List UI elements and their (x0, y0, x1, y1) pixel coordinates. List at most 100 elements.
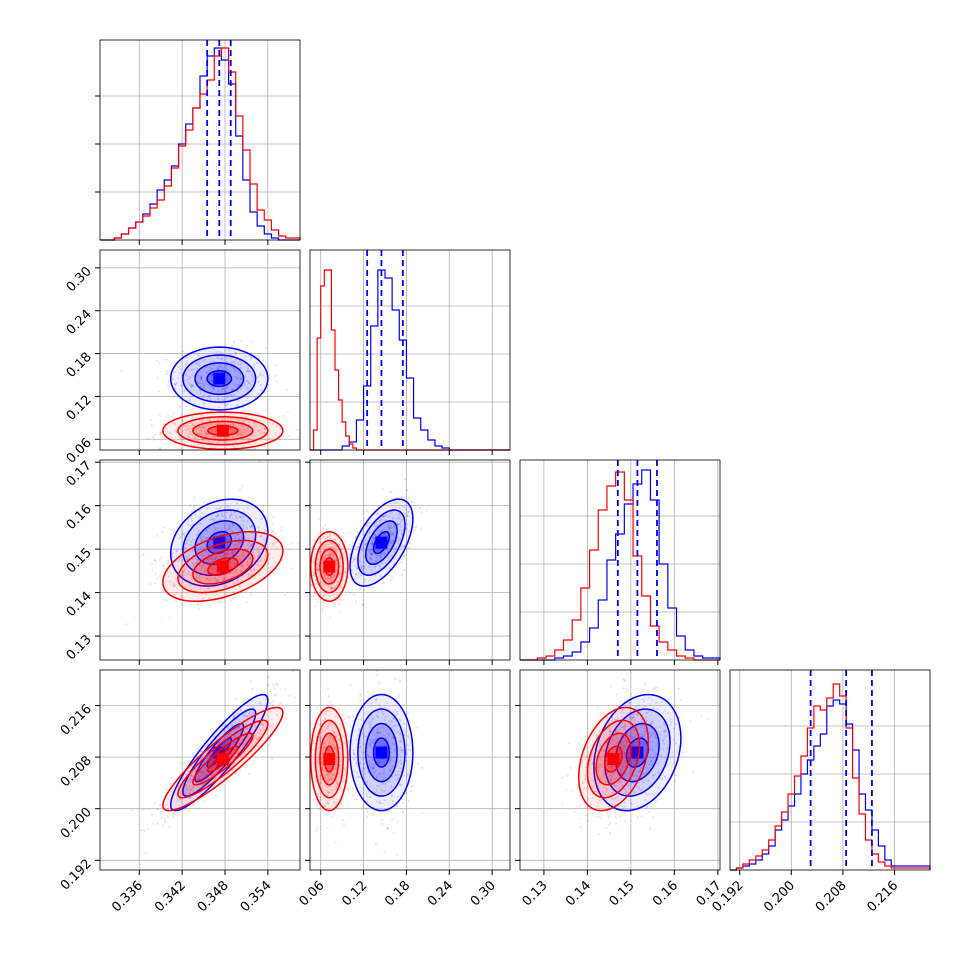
scatter-point (201, 414, 204, 417)
scatter-point (203, 402, 206, 405)
scatter-point (387, 556, 391, 560)
scatter-point (213, 784, 216, 787)
scatter-point (357, 728, 360, 731)
scatter-point (201, 564, 205, 567)
scatter-point (246, 564, 249, 567)
scatter-point (212, 519, 216, 522)
scatter-point (376, 714, 379, 717)
scatter-point (224, 388, 227, 391)
scatter-point (224, 741, 227, 744)
scatter-point (397, 773, 400, 776)
scatter-point (240, 536, 243, 539)
scatter-point (376, 731, 379, 735)
scatter-point (404, 730, 407, 733)
scatter-point (379, 555, 383, 559)
scatter-point (382, 515, 386, 519)
scatter-point (213, 518, 216, 521)
scatter-point (234, 550, 237, 553)
scatter-point (379, 556, 382, 559)
scatter-point (196, 438, 199, 441)
scatter-point (228, 738, 231, 742)
x-tick-label: 0.208 (813, 878, 850, 915)
scatter-point (632, 715, 635, 719)
scatter-point (329, 552, 332, 555)
scatter-point (370, 702, 373, 705)
scatter-point (379, 518, 382, 522)
scatter-point (203, 358, 206, 362)
scatter-point (233, 748, 236, 751)
scatter-point (204, 431, 208, 435)
scatter-point (605, 759, 608, 763)
scatter-point (321, 713, 324, 716)
scatter-point (188, 430, 191, 433)
scatter-point (369, 722, 372, 725)
scatter-point (622, 678, 625, 681)
scatter-point (266, 683, 270, 687)
scatter-point (228, 753, 231, 756)
scatter-point (351, 787, 354, 790)
scatter-point (398, 536, 401, 539)
scatter-point (224, 553, 228, 556)
scatter-point (360, 757, 364, 761)
scatter-point (327, 695, 330, 698)
scatter-point (209, 759, 212, 763)
histogram-panel-2 (309, 249, 511, 451)
scatter-point (390, 554, 394, 557)
scatter-point (211, 773, 214, 777)
scatter-point (368, 531, 371, 534)
scatter-point (375, 674, 378, 677)
scatter-point (600, 758, 603, 761)
scatter-point (318, 744, 321, 747)
scatter-point (192, 562, 195, 565)
scatter-point (231, 724, 234, 727)
scatter-point (208, 755, 211, 759)
scatter-point (659, 733, 662, 736)
scatter-point (327, 546, 331, 549)
scatter-point (260, 517, 263, 520)
scatter-point (151, 562, 154, 565)
scatter-point (324, 524, 327, 527)
scatter-point (613, 746, 617, 750)
scatter-point (327, 584, 330, 587)
scatter-point (329, 737, 332, 740)
scatter-point (625, 774, 629, 778)
scatter-point (334, 538, 337, 542)
scatter-point (669, 718, 672, 721)
scatter-point (381, 782, 384, 786)
scatter-point (348, 548, 351, 551)
scatter-point (373, 765, 376, 768)
scatter-point (632, 732, 635, 735)
scatter-point (326, 576, 330, 579)
scatter-point (213, 445, 216, 448)
scatter-point (246, 727, 249, 730)
scatter-point (654, 755, 658, 758)
scatter-point (401, 801, 404, 805)
scatter-point (640, 815, 643, 818)
scatter-point (205, 569, 208, 572)
scatter-point (645, 771, 648, 774)
scatter-point (648, 732, 651, 735)
scatter-point (158, 361, 161, 364)
scatter-point (158, 558, 162, 561)
scatter-point (342, 578, 345, 582)
scatter-point (380, 822, 383, 826)
scatter-point (278, 437, 281, 441)
scatter-point (333, 801, 336, 804)
scatter-point (249, 525, 253, 528)
scatter-point (402, 545, 405, 548)
scatter-point (640, 766, 643, 769)
scatter-point (343, 773, 347, 776)
scatter-point (637, 816, 640, 819)
scatter-point (250, 565, 253, 568)
scatter-point (369, 556, 372, 560)
scatter-point (233, 544, 236, 547)
scatter-point (636, 805, 639, 808)
scatter-point (215, 429, 218, 432)
scatter-point (269, 701, 272, 704)
scatter-point (263, 537, 266, 540)
scatter-point (229, 365, 232, 368)
scatter-point (356, 748, 359, 751)
scatter-point (268, 553, 271, 556)
scatter-point (238, 726, 241, 730)
scatter-point (315, 582, 318, 586)
